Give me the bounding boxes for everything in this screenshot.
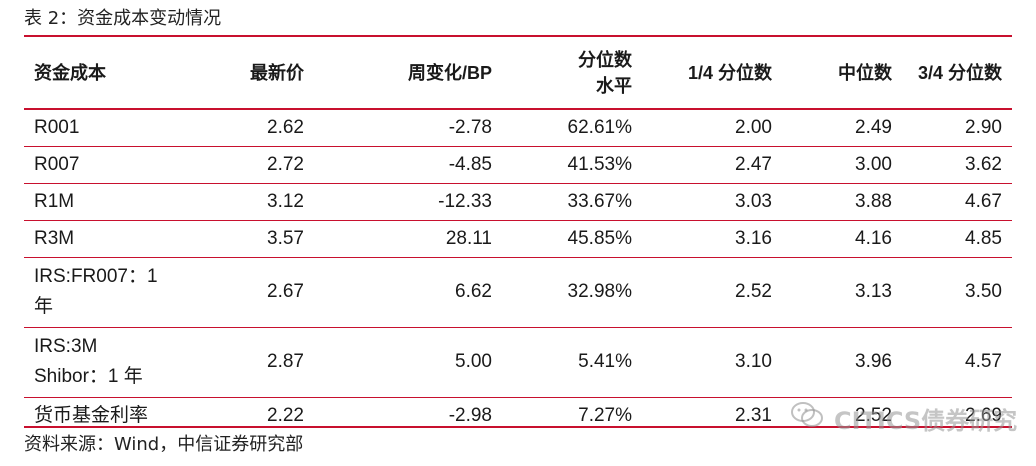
header-cell: 资金成本 [24,37,206,110]
cell-q3: 4.67 [902,183,1012,221]
cell-latest: 2.22 [267,404,304,426]
source-note: 资料来源：Wind，中信证券研究部 [24,434,304,455]
table-row: 货币基金利率 2.22 -2.98 7.27% 2.31 2.52 2.69 [24,397,1012,434]
cell-percentile: 62.61% [502,109,642,147]
cell-weekly-change: 28.11 [314,220,502,258]
cell-percentile: 7.27% [578,404,632,426]
cell-q1: 2.47 [642,146,782,184]
table-row: R3M 3.57 28.11 45.85% 3.16 4.16 4.85 [24,220,1012,258]
row-label: IRS:3M Shibor：1 年 [24,327,206,398]
table-row: IRS:3M Shibor：1 年 2.87 5.00 5.41% 3.10 3.… [24,327,1012,398]
cell-percentile: 41.53% [502,146,642,184]
table-header-row: 资金成本 最新价 周变化/BP 分位数 水平 1/4 分位数 中位数 3/4 分位… [24,37,1012,110]
funding-cost-table: 资金成本 最新价 周变化/BP 分位数 水平 1/4 分位数 中位数 3/4 分位… [24,37,1012,434]
row-label: 货币基金利率 [34,404,149,426]
header-cell: 最新价 [206,37,314,110]
table-caption: 表 2：资金成本变动情况 [24,8,222,29]
row-label: R007 [24,146,206,184]
cell-weekly-change: -4.85 [314,146,502,184]
table-row: R007 2.72 -4.85 41.53% 2.47 3.00 3.62 [24,146,1012,184]
cell-latest: 2.72 [206,146,314,184]
cell-q1: 3.16 [642,220,782,258]
cell-median: 4.16 [782,220,902,258]
row-label: IRS:FR007：1 年 [24,257,206,328]
header-cell: 中位数 [782,37,902,110]
cell-weekly-change: -2.98 [448,404,492,426]
cell-percentile: 5.41% [502,327,642,398]
row-label: R001 [24,109,206,147]
table-row: IRS:FR007：1 年 2.67 6.62 32.98% 2.52 3.13 … [24,257,1012,328]
cell-q1: 3.10 [642,327,782,398]
cell-weekly-change: -2.78 [314,109,502,147]
cell-percentile: 45.85% [502,220,642,258]
header-cell: 3/4 分位数 [902,37,1012,110]
cell-q1: 2.00 [642,109,782,147]
bottom-rule [24,426,1012,428]
cell-median: 2.49 [782,109,902,147]
cell-q3: 4.85 [902,220,1012,258]
cell-median: 3.88 [782,183,902,221]
cell-median: 3.00 [782,146,902,184]
cell-latest: 2.62 [206,109,314,147]
cell-median: 3.96 [782,327,902,398]
cell-percentile: 32.98% [502,257,642,328]
header-cell: 1/4 分位数 [642,37,782,110]
cell-q3: 3.62 [902,146,1012,184]
cell-percentile: 33.67% [502,183,642,221]
cell-q3: 2.90 [902,109,1012,147]
table-row: R1M 3.12 -12.33 33.67% 3.03 3.88 4.67 [24,183,1012,221]
cell-latest: 2.87 [206,327,314,398]
table-row: R001 2.62 -2.78 62.61% 2.00 2.49 2.90 [24,109,1012,147]
cell-weekly-change: -12.33 [314,183,502,221]
cell-q3: 4.57 [902,327,1012,398]
cell-q3: 2.69 [965,404,1002,426]
header-cell: 周变化/BP [314,37,502,110]
header-cell: 分位数 水平 [502,37,642,110]
top-rule [24,35,1012,37]
cell-weekly-change: 6.62 [314,257,502,328]
row-label: R1M [24,183,206,221]
cell-median: 2.52 [855,404,892,426]
cell-latest: 3.57 [206,220,314,258]
cell-q1: 2.31 [735,404,772,426]
cell-latest: 3.12 [206,183,314,221]
row-label: R3M [24,220,206,258]
cell-weekly-change: 5.00 [314,327,502,398]
cell-q1: 3.03 [642,183,782,221]
cell-q1: 2.52 [642,257,782,328]
cell-median: 3.13 [782,257,902,328]
cell-q3: 3.50 [902,257,1012,328]
cell-latest: 2.67 [206,257,314,328]
